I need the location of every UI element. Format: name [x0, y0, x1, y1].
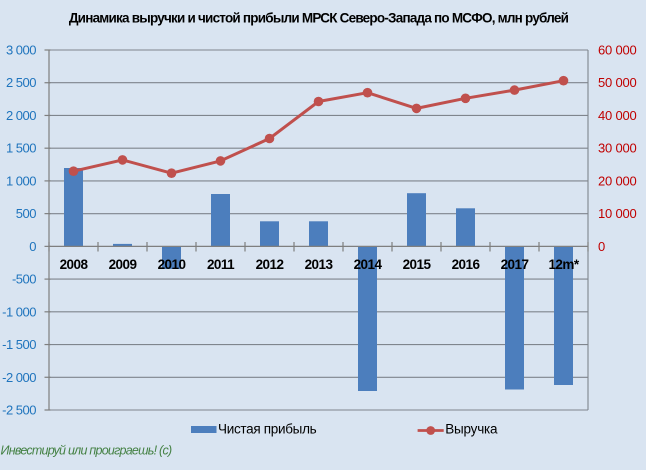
svg-text:2012: 2012: [256, 257, 284, 272]
svg-text:Динамика выручки и чистой приб: Динамика выручки и чистой прибыли МРСК С…: [69, 11, 569, 26]
svg-text:2016: 2016: [452, 257, 481, 272]
svg-text:-1 500: -1 500: [2, 337, 36, 352]
svg-text:2010: 2010: [158, 257, 186, 272]
svg-text:50 000: 50 000: [598, 75, 637, 90]
svg-text:-2 000: -2 000: [2, 370, 36, 385]
svg-text:2008: 2008: [60, 257, 89, 272]
svg-text:2013: 2013: [305, 257, 334, 272]
svg-text:20 000: 20 000: [598, 173, 637, 188]
svg-text:-1 000: -1 000: [2, 304, 36, 319]
svg-text:30 000: 30 000: [598, 141, 637, 156]
svg-text:0: 0: [29, 239, 36, 254]
svg-text:2011: 2011: [207, 257, 235, 272]
svg-text:60 000: 60 000: [598, 43, 637, 58]
svg-text:2 500: 2 500: [6, 75, 36, 90]
svg-text:2 000: 2 000: [6, 108, 36, 123]
svg-text:10 000: 10 000: [598, 206, 637, 221]
svg-text:40 000: 40 000: [598, 108, 637, 123]
svg-text:12m*: 12m*: [548, 257, 579, 272]
svg-text:2014: 2014: [354, 257, 383, 272]
svg-text:500: 500: [16, 206, 36, 221]
svg-text:Чистая прибыль: Чистая прибыль: [218, 422, 317, 437]
svg-text:Инвестируй или проиграешь! (с): Инвестируй или проиграешь! (с): [1, 444, 172, 458]
svg-text:1 500: 1 500: [6, 141, 36, 156]
svg-text:-500: -500: [12, 272, 36, 287]
svg-text:1 000: 1 000: [6, 173, 36, 188]
svg-text:2015: 2015: [403, 257, 432, 272]
svg-text:-2 500: -2 500: [2, 403, 36, 418]
svg-text:2009: 2009: [109, 257, 137, 272]
svg-text:0: 0: [598, 239, 605, 254]
svg-text:2017: 2017: [501, 257, 529, 272]
svg-text:3 000: 3 000: [6, 43, 36, 58]
svg-text:Выручка: Выручка: [445, 422, 498, 437]
